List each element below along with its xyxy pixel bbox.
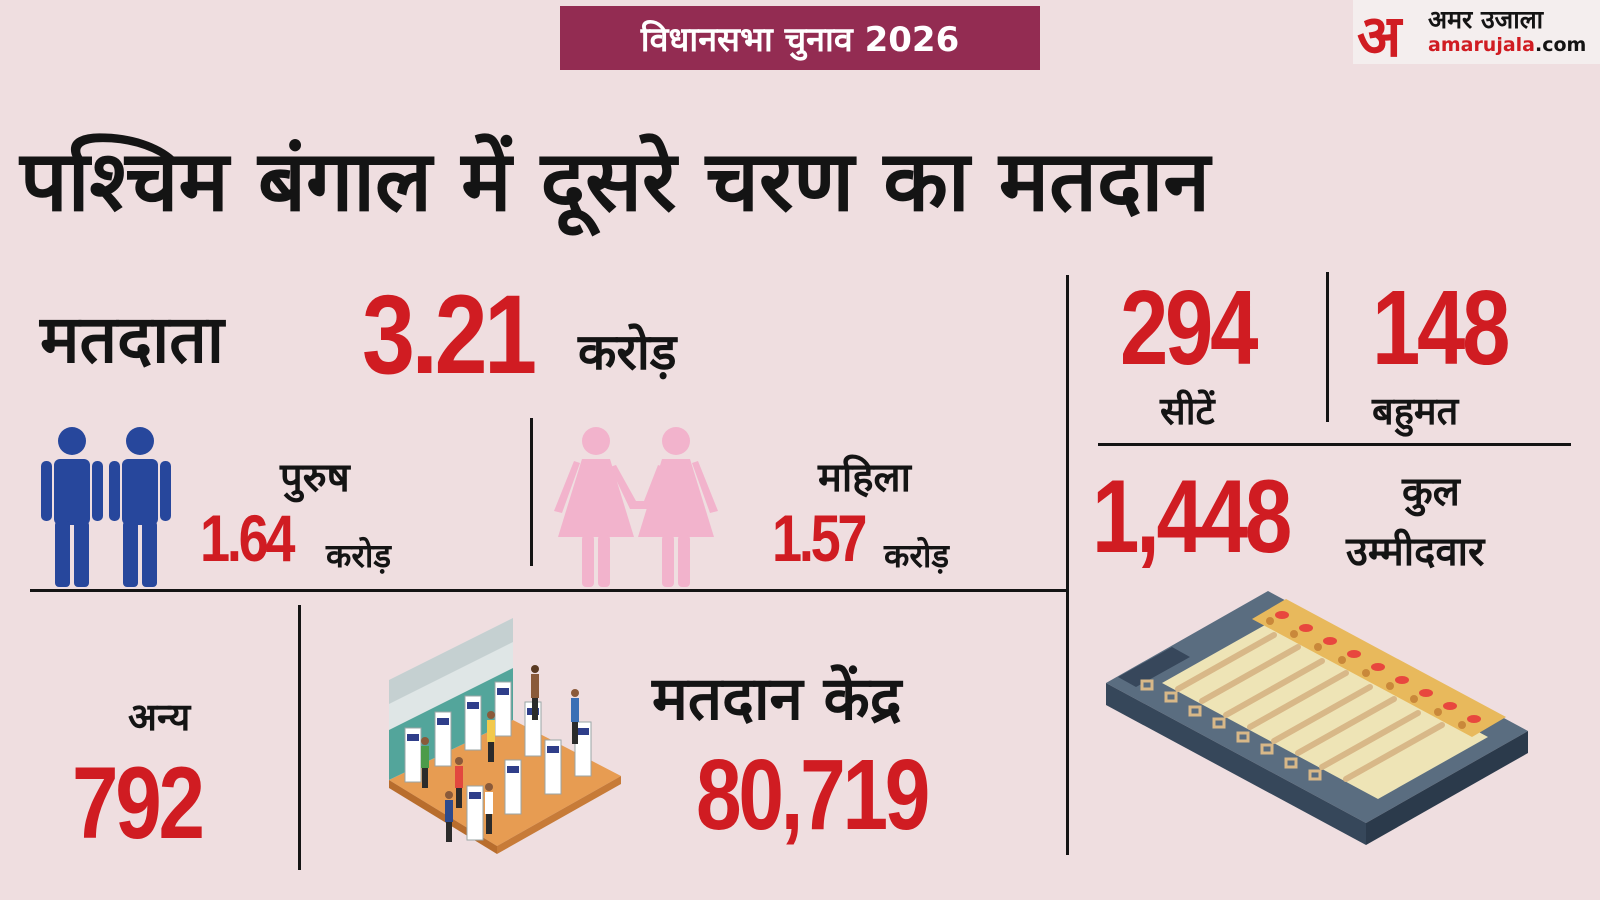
page-title: पश्चिम बंगाल में दूसरे चरण का मतदान: [20, 132, 1210, 230]
female-value: 1.57: [772, 501, 868, 575]
seats-value: 294: [1120, 269, 1258, 387]
male-value: 1.64: [200, 501, 296, 575]
gender-divider: [530, 418, 533, 566]
election-banner: विधानसभा चुनाव 2026: [560, 6, 1040, 70]
candidates-label-line2: उम्मीदवार: [1346, 529, 1485, 575]
polling-centers-value: 80,719: [696, 739, 930, 851]
main-divider-vertical: [1066, 275, 1069, 855]
voters-value: 3.21: [362, 272, 537, 397]
voters-label: मतदाता: [40, 301, 224, 378]
female-label: महिला: [818, 455, 911, 501]
candidates-value: 1,448: [1092, 459, 1292, 575]
male-unit: करोड़: [326, 536, 392, 575]
voters-unit: करोड़: [578, 323, 677, 381]
seats-label: सीटें: [1160, 389, 1215, 433]
female-unit: करोड़: [884, 536, 950, 575]
candidates-label-line1: कुल: [1402, 469, 1460, 515]
female-figures-icon: [554, 427, 718, 587]
voters-bottom-divider: [30, 589, 1068, 592]
logo-url-tld: .com: [1535, 34, 1587, 56]
logo-hindi-name: अमर उजाला: [1428, 5, 1544, 34]
logo-url: amarujala.com: [1428, 34, 1586, 56]
logo-mark: अ: [1357, 2, 1402, 70]
majority-label: बहुमत: [1372, 389, 1459, 433]
others-value: 792: [72, 746, 205, 860]
polling-booth-illustration: [389, 618, 621, 854]
seats-bottom-divider: [1098, 443, 1571, 446]
brand-logo: [1353, 0, 1600, 64]
polling-centers-label: मतदान केंद्र: [652, 664, 902, 734]
logo-url-main: amarujala: [1428, 34, 1536, 56]
male-label: पुरुष: [280, 455, 350, 501]
others-label: अन्य: [128, 695, 191, 739]
others-divider: [298, 605, 301, 870]
majority-value: 148: [1372, 269, 1510, 387]
seats-divider: [1326, 272, 1329, 422]
evm-machine-illustration: [1106, 591, 1528, 845]
male-figures-icon: [41, 427, 171, 587]
